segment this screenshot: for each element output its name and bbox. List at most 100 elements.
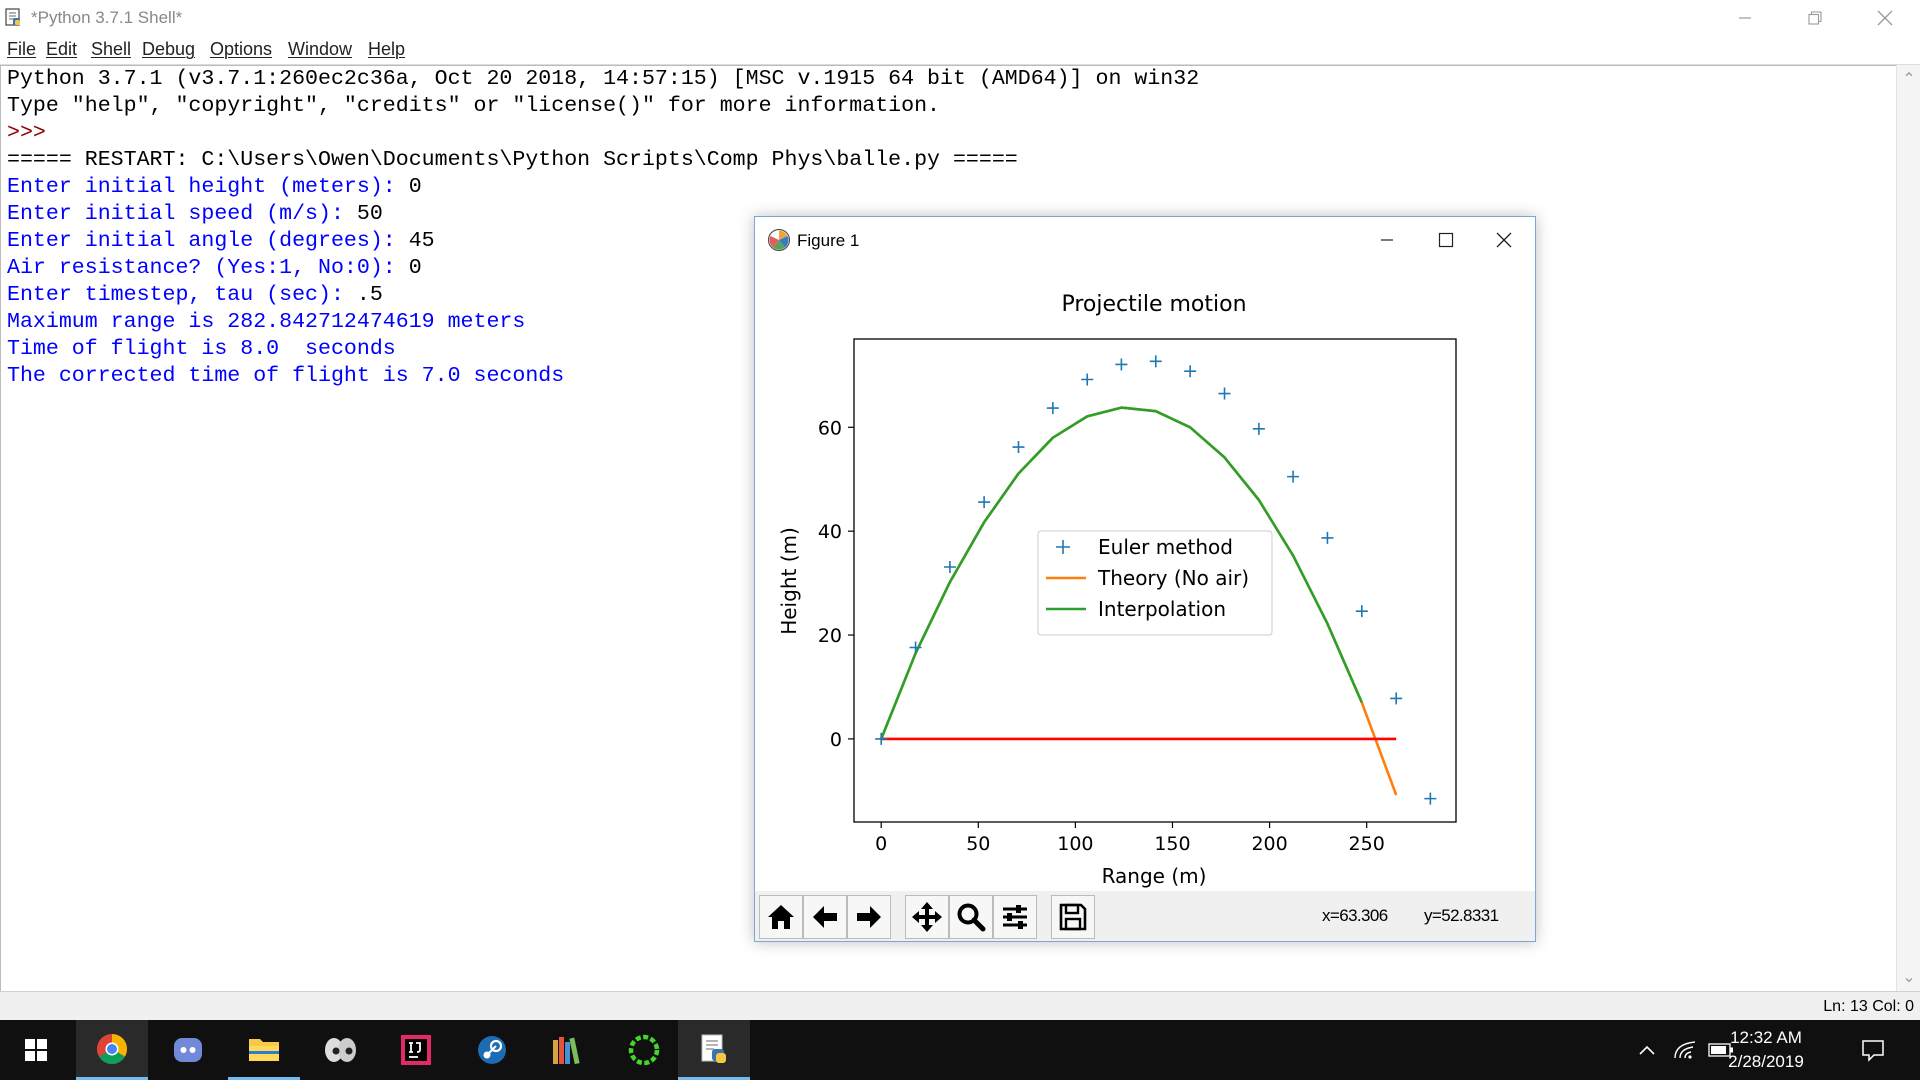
taskbar-library[interactable] xyxy=(532,1020,604,1080)
python-idle-icon xyxy=(701,1034,726,1063)
input-value: 45 xyxy=(408,229,435,253)
library-icon xyxy=(553,1037,580,1065)
menu-window[interactable]: Window xyxy=(288,39,353,59)
input-prompt: Enter timestep, tau (sec): xyxy=(7,283,357,307)
menu-bar: File Edit Shell Debug Options Window Hel… xyxy=(0,36,1920,65)
figure-window[interactable]: Figure 1 Projectile motion 0 50 100 150 200 2… xyxy=(754,216,1536,942)
euler-point xyxy=(1046,402,1059,415)
taskbar-steam[interactable] xyxy=(456,1020,528,1080)
euler-point xyxy=(978,496,991,509)
clock[interactable]: 12:32 AM 2/28/2019 xyxy=(1706,1026,1826,1074)
arrow-right-icon xyxy=(857,906,881,928)
menu-debug[interactable]: Debug xyxy=(142,39,196,59)
y-tick-label: 40 xyxy=(818,521,842,543)
euler-point xyxy=(1081,373,1094,386)
menu-options[interactable]: Options xyxy=(210,39,273,59)
razer-icon xyxy=(628,1034,660,1066)
taskbar-chrome[interactable] xyxy=(76,1020,148,1080)
euler-point xyxy=(1218,387,1231,400)
taskbar-discord[interactable] xyxy=(152,1020,224,1080)
euler-point xyxy=(1390,692,1403,705)
input-value: 0 xyxy=(408,175,422,199)
wifi-icon xyxy=(1674,1041,1696,1059)
close-button[interactable] xyxy=(1850,0,1920,36)
figure-minimize-button[interactable] xyxy=(1357,221,1417,259)
shell-banner-line: Python 3.7.1 (v3.7.1:260ec2c36a, Oct 20 … xyxy=(7,67,1200,91)
scroll-up-icon[interactable]: ⌃ xyxy=(1902,71,1916,88)
arrow-left-icon xyxy=(813,906,837,928)
chrome-icon xyxy=(96,1033,128,1064)
cursor-x-coordinate: x=63.306 xyxy=(1322,906,1388,925)
intellij-icon xyxy=(401,1035,431,1065)
sliders-icon xyxy=(1003,905,1027,929)
discord-icon xyxy=(174,1038,202,1062)
legend-theory-label: Theory (No air) xyxy=(1097,566,1249,590)
shell-input-line: Enter timestep, tau (sec): .5 xyxy=(7,282,383,309)
taskbar-razer[interactable] xyxy=(608,1020,680,1080)
figure-close-button[interactable] xyxy=(1474,221,1534,259)
home-icon xyxy=(768,905,794,929)
restore-button[interactable] xyxy=(1780,0,1850,36)
window-title: *Python 3.7.1 Shell* xyxy=(31,8,183,27)
x-tick-label: 150 xyxy=(1154,833,1190,855)
cursor-position: Ln: 13 Col: 0 xyxy=(1823,998,1914,1015)
figure-titlebar: Figure 1 xyxy=(755,217,1535,263)
shell-input-line: Enter initial height (meters): 0 xyxy=(7,174,422,201)
steam-icon xyxy=(478,1036,506,1064)
menu-edit[interactable]: Edit xyxy=(46,39,78,59)
shell-restart-line: ===== RESTART: C:\Users\Owen\Documents\P… xyxy=(7,148,1018,172)
taskbar-intellij[interactable] xyxy=(380,1020,452,1080)
shell-info-line: Type "help", "copyright", "credits" or "… xyxy=(7,94,941,118)
legend-euler-marker xyxy=(1056,540,1070,554)
figure-maximize-button[interactable] xyxy=(1416,221,1476,259)
show-hidden-icons-button[interactable] xyxy=(1632,1020,1662,1080)
taskbar-file-explorer[interactable] xyxy=(228,1020,300,1080)
menu-file[interactable]: File xyxy=(7,39,37,59)
forward-button[interactable] xyxy=(847,895,891,939)
start-icon xyxy=(25,1039,47,1061)
save-button[interactable] xyxy=(1051,895,1095,939)
action-center-button[interactable] xyxy=(1844,1020,1902,1080)
network-button[interactable] xyxy=(1668,1020,1702,1080)
clock-time: 12:32 AM xyxy=(1730,1028,1802,1047)
scroll-down-icon[interactable]: ⌄ xyxy=(1902,969,1916,986)
configure-subplots-button[interactable] xyxy=(993,895,1037,939)
vertical-scrollbar[interactable]: ⌃ ⌄ xyxy=(1896,65,1920,991)
notification-icon xyxy=(1862,1040,1884,1062)
close-icon xyxy=(1496,232,1512,248)
input-prompt: Enter initial speed (m/s): xyxy=(7,202,357,226)
eyes-app-icon xyxy=(325,1038,356,1062)
pan-button[interactable] xyxy=(905,895,949,939)
menu-help[interactable]: Help xyxy=(368,39,406,59)
taskbar-eyes-app[interactable] xyxy=(304,1020,376,1080)
euler-point xyxy=(1287,470,1300,483)
window-titlebar: *Python 3.7.1 Shell* xyxy=(0,0,1920,36)
home-button[interactable] xyxy=(759,895,803,939)
start-button[interactable] xyxy=(0,1020,72,1080)
euler-point xyxy=(943,560,956,573)
x-tick-label: 250 xyxy=(1349,833,1385,855)
taskbar-python-idle[interactable] xyxy=(678,1020,750,1080)
taskbar: 12:32 AM 2/28/2019 xyxy=(0,1020,1920,1080)
battery-icon xyxy=(1708,1043,1733,1057)
euler-point xyxy=(1424,792,1437,805)
y-tick-label: 60 xyxy=(818,417,842,439)
legend: Euler method Theory (No air) Interpolati… xyxy=(1037,530,1273,636)
minimize-button[interactable] xyxy=(1710,0,1780,36)
x-axis-label: Range (m) xyxy=(1102,864,1207,888)
y-tick-label: 20 xyxy=(818,625,842,647)
battery-button[interactable] xyxy=(1704,1020,1738,1080)
zoom-button[interactable] xyxy=(949,895,993,939)
chart-title: Projectile motion xyxy=(1061,292,1246,317)
close-icon xyxy=(1877,10,1893,26)
back-button[interactable] xyxy=(803,895,847,939)
restore-icon xyxy=(1808,11,1822,25)
euler-point xyxy=(1149,355,1162,368)
shell-output-line: Time of flight is 8.0 seconds xyxy=(7,337,396,361)
menu-shell[interactable]: Shell xyxy=(91,39,132,59)
plot-canvas[interactable]: Projectile motion 0 50 100 150 200 250 0 20 40 60… xyxy=(755,263,1535,891)
clock-date: 2/28/2019 xyxy=(1728,1052,1804,1071)
x-tick-label: 100 xyxy=(1057,833,1093,855)
shell-output-line: Maximum range is 282.842712474619 meters xyxy=(7,310,526,334)
shell-input-line: Air resistance? (Yes:1, No:0): 0 xyxy=(7,255,422,282)
